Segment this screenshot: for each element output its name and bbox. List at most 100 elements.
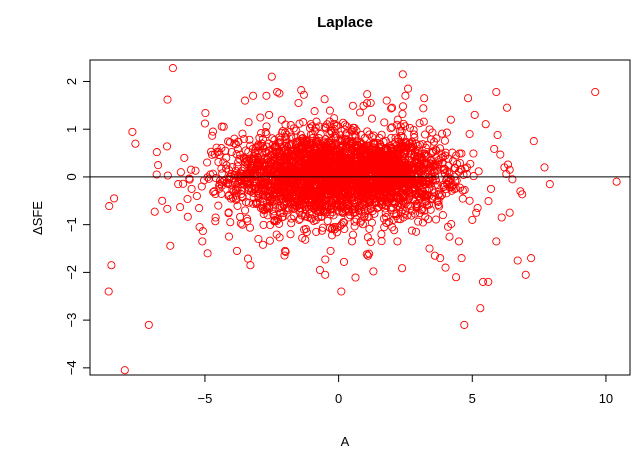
data-point <box>413 147 422 156</box>
data-point <box>298 170 307 179</box>
data-point <box>240 180 249 189</box>
data-point <box>460 185 469 194</box>
data-point <box>418 157 427 166</box>
data-point <box>238 129 247 138</box>
data-point <box>259 206 268 215</box>
data-point <box>187 184 196 193</box>
data-point <box>438 211 447 220</box>
data-point <box>208 131 217 140</box>
data-point <box>292 126 301 135</box>
data-point <box>233 186 242 195</box>
data-point <box>230 139 239 148</box>
data-point <box>331 129 340 138</box>
data-point <box>261 180 270 189</box>
y-tick-label: −4 <box>64 360 79 375</box>
data-point <box>312 162 321 171</box>
data-point <box>426 161 435 170</box>
data-point <box>460 320 469 329</box>
data-point <box>361 148 370 158</box>
data-point <box>398 70 407 79</box>
data-point <box>301 224 310 233</box>
data-point <box>388 103 397 112</box>
x-axis-title: A <box>341 434 350 449</box>
data-point <box>365 141 374 150</box>
data-point <box>259 190 268 199</box>
data-point <box>242 156 252 165</box>
data-point <box>294 98 303 108</box>
data-point <box>375 150 384 159</box>
data-point <box>179 179 188 188</box>
data-point <box>429 147 438 156</box>
data-point <box>326 138 335 148</box>
data-point <box>411 170 420 179</box>
data-point <box>244 147 253 156</box>
data-point <box>405 123 414 132</box>
data-point <box>409 162 418 171</box>
data-point <box>444 154 453 163</box>
data-point <box>393 120 402 129</box>
data-point <box>439 182 448 191</box>
data-point <box>410 209 419 218</box>
y-axis-title: ΔSFE <box>30 201 45 235</box>
data-point <box>217 164 226 173</box>
data-point <box>320 95 329 104</box>
data-point <box>273 87 282 97</box>
data-point <box>232 246 242 255</box>
y-tick-label: 1 <box>64 126 79 133</box>
data-point <box>325 106 334 115</box>
data-point <box>262 122 271 131</box>
data-point <box>377 230 386 239</box>
data-point <box>484 277 493 286</box>
data-point <box>419 104 428 113</box>
data-point <box>367 218 376 227</box>
data-point <box>200 119 210 128</box>
data-point <box>409 195 418 204</box>
chart-title: Laplace <box>317 14 373 31</box>
data-point <box>363 251 373 260</box>
data-point <box>337 193 346 202</box>
data-point <box>217 181 227 190</box>
data-point <box>340 120 350 129</box>
data-point <box>305 185 314 194</box>
data-point <box>458 194 467 203</box>
data-point <box>158 196 167 205</box>
data-point <box>306 157 315 167</box>
data-point <box>275 233 284 242</box>
data-point <box>249 154 258 163</box>
data-point <box>293 151 302 160</box>
data-point <box>327 160 336 169</box>
data-point <box>527 254 536 263</box>
data-point <box>360 205 369 214</box>
data-point <box>513 256 522 265</box>
data-point <box>346 137 355 146</box>
data-point <box>315 265 324 275</box>
data-point <box>330 185 339 195</box>
data-point <box>287 175 296 184</box>
data-point <box>287 219 296 228</box>
data-point <box>337 198 346 207</box>
data-point <box>270 215 279 225</box>
data-point <box>425 244 434 253</box>
data-point <box>224 232 234 241</box>
data-point <box>186 165 196 174</box>
data-point <box>304 189 313 198</box>
data-point <box>329 168 338 177</box>
y-tick-label: −3 <box>64 313 79 328</box>
data-point <box>362 155 371 164</box>
data-point <box>529 137 538 146</box>
data-point <box>326 246 335 255</box>
data-point <box>315 122 324 131</box>
data-point <box>420 206 429 215</box>
data-point <box>297 86 306 95</box>
data-point <box>321 255 330 264</box>
data-point <box>398 133 407 142</box>
data-point <box>259 220 268 229</box>
data-point <box>264 166 273 176</box>
data-point <box>347 192 356 202</box>
data-point <box>362 165 371 174</box>
data-point <box>350 204 359 213</box>
data-point <box>174 180 183 189</box>
data-point <box>384 159 393 168</box>
data-point <box>486 184 496 193</box>
data-point <box>394 215 403 224</box>
